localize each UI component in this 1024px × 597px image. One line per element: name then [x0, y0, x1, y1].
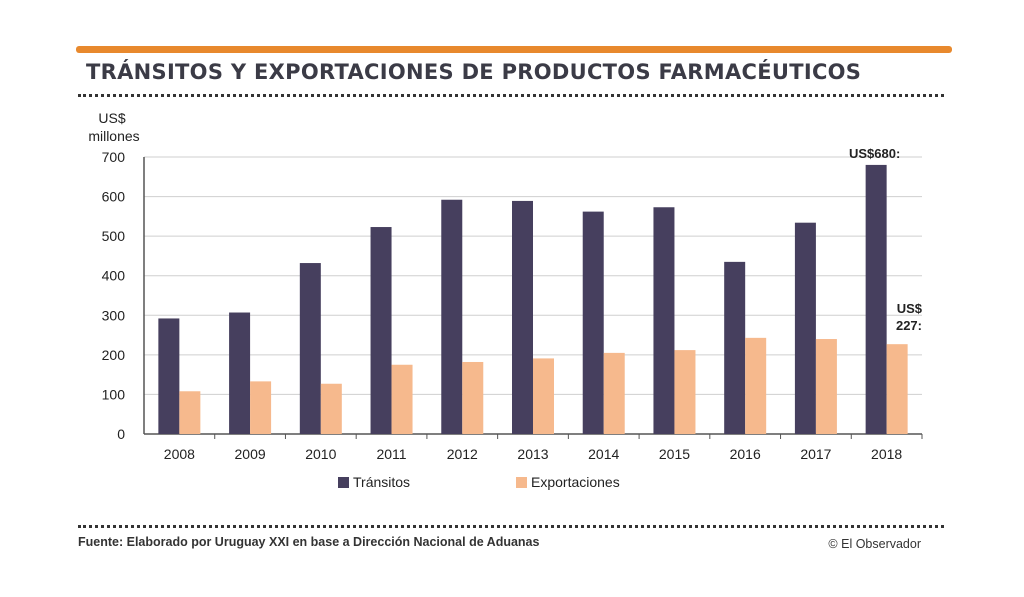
y-tick-label: 100 — [102, 386, 126, 402]
y-axis-label: millones — [88, 128, 139, 144]
bar-transitos — [653, 207, 675, 434]
bar-exportaciones — [179, 391, 201, 434]
bar-exportaciones — [674, 350, 696, 434]
bar-transitos — [158, 318, 180, 434]
bar-transitos — [512, 200, 533, 434]
annotation-exportaciones-2018: 227: — [896, 318, 922, 333]
bar-exportaciones — [533, 358, 554, 434]
bar-transitos — [724, 261, 746, 434]
y-tick-label: 300 — [102, 307, 126, 323]
legend-swatch — [516, 477, 527, 488]
bar-exportaciones — [745, 337, 767, 434]
y-tick-label: 600 — [102, 189, 126, 205]
bar-exportaciones — [250, 381, 272, 434]
bar-transitos — [794, 222, 816, 434]
x-tick-label: 2017 — [800, 446, 831, 462]
legend-label: Exportaciones — [531, 474, 620, 490]
x-tick-label: 2008 — [164, 446, 195, 462]
x-tick-label: 2012 — [447, 446, 478, 462]
bar-transitos — [441, 199, 463, 434]
x-tick-label: 2013 — [517, 446, 548, 462]
y-tick-label: 700 — [102, 149, 126, 165]
bar-transitos — [299, 263, 321, 434]
bottom-dotted-divider — [78, 525, 944, 528]
x-tick-label: 2018 — [871, 446, 902, 462]
accent-bar — [76, 46, 952, 53]
annotation-exportaciones-2018: US$ — [897, 301, 923, 316]
bar-exportaciones — [603, 352, 625, 434]
bar-exportaciones — [391, 364, 413, 434]
x-tick-label: 2015 — [659, 446, 690, 462]
copyright-credit: © El Observador — [828, 537, 921, 551]
y-tick-label: 400 — [102, 268, 126, 284]
bar-transitos — [370, 227, 392, 434]
annotation-transitos-2018: US$680: — [849, 146, 900, 161]
y-axis-label: US$ — [98, 110, 125, 126]
x-tick-label: 2010 — [305, 446, 336, 462]
bar-exportaciones — [886, 344, 908, 434]
y-tick-label: 500 — [102, 228, 126, 244]
y-tick-label: 200 — [102, 347, 126, 363]
x-tick-label: 2014 — [588, 446, 619, 462]
x-tick-label: 2009 — [235, 446, 266, 462]
bar-transitos — [229, 312, 251, 434]
bar-exportaciones — [462, 361, 484, 434]
top-dotted-divider — [78, 94, 944, 97]
x-tick-label: 2011 — [376, 446, 406, 462]
chart-title: TRÁNSITOS Y EXPORTACIONES DE PRODUCTOS F… — [86, 60, 862, 84]
bar-exportaciones — [815, 339, 837, 434]
bar-transitos — [582, 211, 604, 434]
x-tick-label: 2016 — [730, 446, 761, 462]
bar-transitos — [865, 164, 887, 434]
source-note: Fuente: Elaborado por Uruguay XXI en bas… — [78, 535, 540, 549]
legend-swatch — [338, 477, 349, 488]
legend-label: Tránsitos — [353, 474, 410, 490]
bar-exportaciones — [320, 383, 342, 434]
y-tick-label: 0 — [117, 426, 125, 442]
